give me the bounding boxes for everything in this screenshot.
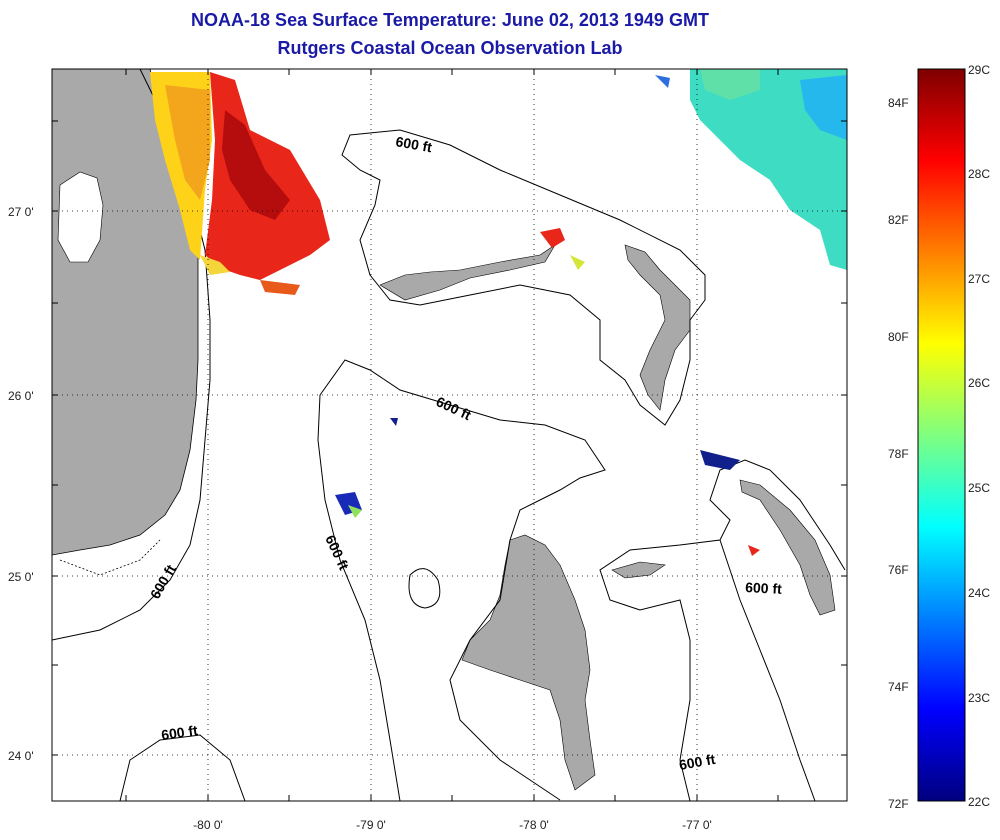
andros-land [461,534,596,791]
sst-scattered-cool [335,418,760,556]
lat-label-24: 24 0' [8,749,34,763]
colorbar-f-label: 84F [888,96,909,110]
sst-northeast-cool [655,69,847,270]
contour-600ft-exuma [599,459,846,801]
map-subtitle: Rutgers Coastal Ocean Observation Lab [277,38,623,58]
lon-label-78: -78 0' [519,818,549,832]
colorbar-c-label: 22C [968,795,991,809]
colorbar-f-label: 72F [888,797,909,811]
contour-label-5: 600 ft [745,579,783,597]
colorbar-c-label: 27C [968,272,991,286]
lat-label-25: 25 0' [8,570,34,584]
colorbar-f-label: 74F [888,680,909,694]
colorbar-f-label: 76F [888,563,909,577]
lake-okeechobee [57,171,104,263]
lat-label-27: 27 0' [8,205,34,219]
lon-label-79: -79 0' [356,818,386,832]
colorbar-c-label: 25C [968,481,991,495]
colorbar [917,68,966,802]
colorbar-c-label: 23C [968,691,991,705]
contour-label-6: 600 ft [678,751,717,773]
map-gridlines [52,69,847,801]
colorbar-f-label: 82F [888,213,909,227]
sst-gulfstream-warm [150,72,585,295]
contour-600ft-great-bahama-bank [319,359,606,801]
colorbar-f-label: 80F [888,330,909,344]
colorbar-c-label: 26C [968,376,991,390]
colorbar-c-label: 24C [968,586,991,600]
contour-label-1: 600 ft [394,133,433,155]
lat-label-26: 26 0' [8,389,34,403]
colorbar-f-label: 78F [888,447,909,461]
eleuthera-land [739,479,836,616]
map-title: NOAA-18 Sea Surface Temperature: June 02… [191,10,709,30]
colorbar-c-label: 28C [968,167,991,181]
contour-label-7: 600 ft [160,722,199,743]
contour-600ft-little-bahama-bank [341,129,706,426]
lon-label-77: -77 0' [682,818,712,832]
lon-label-80: -80 0' [193,818,223,832]
map-ticks [52,69,847,801]
abaco-land [624,244,691,411]
colorbar-c-label: 29C [968,63,991,77]
